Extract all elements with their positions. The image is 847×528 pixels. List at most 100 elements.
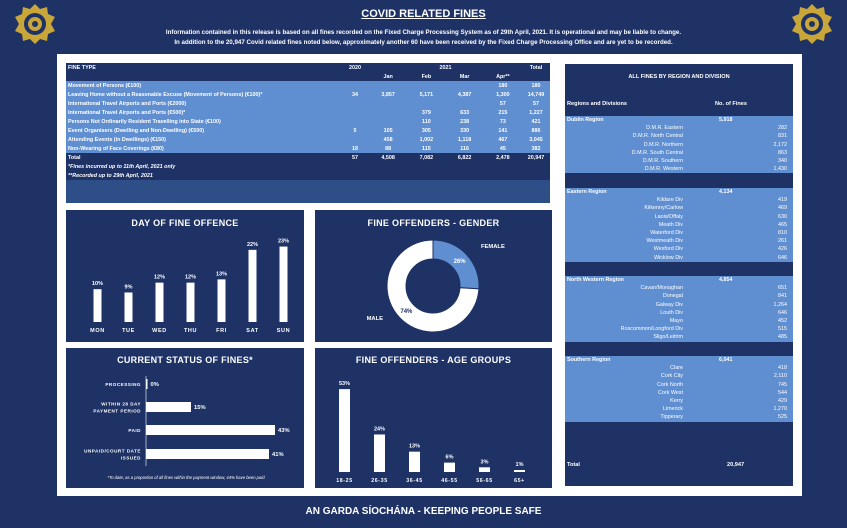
status-bar-label: 0%: [151, 382, 159, 388]
day-of-offence-chart: DAY OF FINE OFFENCE 10% MON 9% TUE 12% WED 12%…: [66, 210, 304, 342]
day-bar-label: 13%: [216, 271, 227, 277]
col-month: Jan: [369, 72, 408, 81]
count-cell: 1,002: [407, 135, 446, 144]
division-value: 646: [778, 254, 787, 261]
fine-type-table: FINE TYPE 2020 2021 Total Jan Feb Mar Ap…: [66, 63, 550, 203]
fine-type-cell: Leaving Home without a Reasonable Excuse…: [66, 90, 341, 99]
table-row: International Travel Airports and Ports …: [66, 99, 550, 108]
division-row: Mayo 452: [565, 317, 793, 325]
division-name: Kildare Div: [656, 197, 683, 204]
count-cell: [341, 135, 369, 144]
total-cell: 6,822: [445, 153, 484, 162]
count-cell: [369, 108, 408, 117]
day-bar: [186, 282, 195, 322]
division-row: Cork West 544: [565, 389, 793, 397]
col-count: No. of Fines: [715, 101, 748, 107]
region-total: 5,918: [719, 117, 733, 123]
col-month: Feb: [407, 72, 446, 81]
count-cell: 115: [407, 144, 446, 153]
region-header-row: North Western Region 4,854: [565, 276, 793, 284]
division-value: 841: [778, 293, 787, 300]
division-value: 2,110: [773, 373, 787, 380]
division-name: Limerick: [662, 406, 683, 413]
count-cell: 88: [369, 144, 408, 153]
count-cell: [341, 99, 369, 108]
count-cell: 305: [407, 126, 446, 135]
division-row: Wexford Div 426: [565, 245, 793, 253]
division-name: Tipperary: [660, 414, 683, 421]
status-category-line: PAID: [128, 428, 141, 433]
count-cell: 5: [341, 126, 369, 135]
division-row: Limerick 1,270: [565, 405, 793, 413]
division-name: Meath Div: [658, 221, 683, 228]
table-row: Attending Events (in Dwellings) (€150) 45…: [66, 135, 550, 144]
division-value: 651: [778, 285, 787, 292]
female-legend-label: FEMALE: [481, 244, 505, 250]
day-bar-label: 12%: [154, 275, 165, 281]
col-total: Total: [522, 63, 550, 72]
division-value: 646: [778, 309, 787, 316]
day-tick-label: WED: [152, 328, 167, 334]
day-tick-label: SAT: [246, 328, 258, 334]
division-row: Waterford Div 810: [565, 229, 793, 237]
region-name: North Western Region: [567, 277, 624, 283]
division-row: D.M.R. Northern 2,172: [565, 141, 793, 149]
division-name: Cork West: [657, 389, 683, 396]
count-cell: [341, 117, 369, 126]
region-total: 4,134: [719, 189, 733, 195]
status-category-line: WITHIN 28 DAY: [101, 402, 141, 407]
day-bar-label: 9%: [125, 284, 133, 290]
day-bar-label: 10%: [92, 281, 103, 287]
count-cell: 467: [483, 135, 522, 144]
status-footnote: *To date, as a proportion of all fines w…: [107, 475, 265, 480]
age-tick-label: 26-35: [371, 478, 388, 484]
total-cell: 20,947: [522, 153, 550, 162]
division-value: 515: [778, 326, 787, 333]
count-cell: 141: [483, 126, 522, 135]
table-row: Event Organisers (Dwelling and Non-Dwell…: [66, 126, 550, 135]
count-cell: 57: [522, 99, 550, 108]
region-name: Eastern Region: [567, 189, 607, 195]
total-row-label: Total: [66, 153, 341, 162]
division-value: 1,270: [773, 406, 788, 413]
division-value: 426: [778, 246, 787, 253]
total-cell: 4,508: [369, 153, 408, 162]
age-bar-label: 13%: [409, 444, 420, 450]
division-row: Meath Div 465: [565, 221, 793, 229]
region-header-row: Eastern Region 4,134: [565, 188, 793, 196]
count-cell: [341, 108, 369, 117]
division-name: Cavan/Monaghan: [640, 285, 683, 292]
division-name: Galway Div: [655, 301, 683, 308]
age-bar: [514, 470, 525, 472]
gender-chart-svg: 26% 74% FEMALE MALE: [367, 239, 505, 333]
division-name: Kerry: [670, 397, 683, 404]
age-bar-label: 6%: [446, 455, 454, 461]
division-value: 525: [778, 414, 787, 421]
status-bar: [146, 379, 148, 389]
table-row: International Travel Airports and Ports …: [66, 108, 550, 117]
division-row: Galway Div 1,264: [565, 301, 793, 309]
table-row: Leaving Home without a Reasonable Excuse…: [66, 90, 550, 99]
division-value: 544: [778, 389, 787, 396]
division-name: Cork City: [660, 373, 683, 380]
division-name: Wexford Div: [653, 246, 683, 253]
division-name: Laois/Offaly: [654, 213, 683, 220]
status-chart-svg: 0% PROCESSING 15% WITHIN 28 DAY PAYMENT PERI…: [84, 376, 290, 466]
status-bar: [146, 402, 191, 412]
count-cell: [407, 99, 446, 108]
age-bar-label: 1%: [516, 462, 524, 468]
division-name: D.M.R. Eastern: [646, 125, 683, 132]
division-name: D.M.R. Southern: [642, 157, 683, 164]
col-month: Mar: [445, 72, 484, 81]
region-name: Southern Region: [567, 357, 611, 363]
count-cell: 215: [483, 108, 522, 117]
day-tick-label: TUE: [122, 328, 135, 334]
division-row: Laois/Offaly 630: [565, 213, 793, 221]
age-bar-label: 24%: [374, 426, 385, 432]
footer-slogan: AN GARDA SÍOCHÁNA - KEEPING PEOPLE SAFE: [305, 506, 542, 517]
division-value: 340: [778, 157, 787, 164]
chart-title: FINE OFFENDERS - GENDER: [367, 218, 500, 228]
region-group: North Western Region 4,854 Cavan/Monaghan 6…: [565, 276, 793, 342]
division-row: Westmeath Div 261: [565, 237, 793, 245]
day-bar: [93, 289, 102, 322]
